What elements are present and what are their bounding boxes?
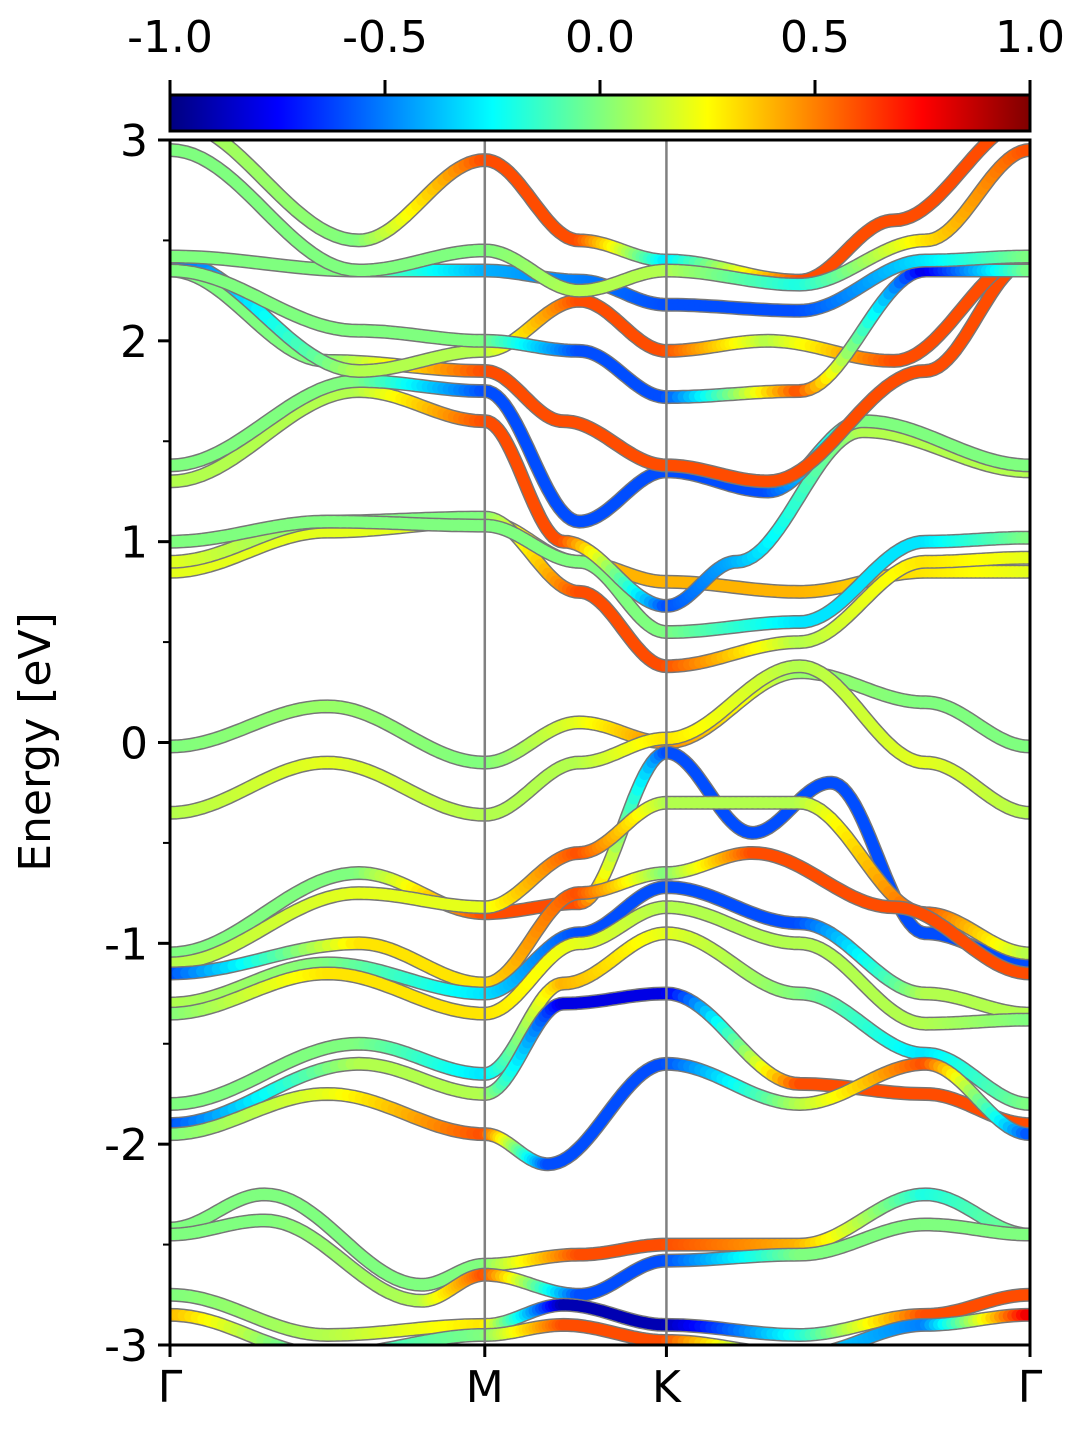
band-segment bbox=[360, 1352, 367, 1353]
band-segment bbox=[284, 1343, 294, 1345]
band-segment bbox=[734, 1343, 747, 1345]
band-segment bbox=[314, 1354, 321, 1355]
y-tick-label: 0 bbox=[120, 719, 148, 770]
band-segment bbox=[826, 1351, 831, 1352]
band-10 bbox=[170, 1056, 1030, 1172]
band-segment bbox=[815, 1353, 820, 1354]
x-tick-label: M bbox=[466, 1362, 504, 1413]
band-segment bbox=[810, 1354, 815, 1355]
band-segment bbox=[354, 1353, 361, 1354]
band-8 bbox=[170, 926, 1030, 1111]
band-segment bbox=[276, 1341, 292, 1345]
plot-area: 3 2 1 0 -1 -2 -3 Γ M K Γ bbox=[104, 116, 1043, 1413]
band-12 bbox=[170, 1213, 1030, 1308]
band-outline bbox=[208, 140, 1001, 288]
band-segment bbox=[766, 1353, 772, 1354]
band-segment bbox=[308, 1354, 315, 1355]
y-tick-label: -2 bbox=[104, 1120, 148, 1171]
band-9 bbox=[170, 986, 1030, 1132]
colorbar-tick-label: 1.0 bbox=[995, 12, 1065, 63]
band-segment bbox=[830, 1343, 840, 1345]
colorbar: -1.0 -0.5 0.0 0.5 1.0 bbox=[127, 12, 1065, 133]
band-segment bbox=[367, 1351, 374, 1352]
y-tick-label: -1 bbox=[104, 919, 148, 970]
band-segment bbox=[821, 1352, 826, 1353]
band-25 bbox=[170, 143, 1030, 298]
band-segment bbox=[772, 1354, 778, 1355]
band-segment bbox=[722, 1341, 738, 1345]
y-axis-label: Energy [eV] bbox=[10, 612, 61, 872]
band-segment bbox=[728, 1342, 743, 1345]
colorbar-tick-label: 0.5 bbox=[780, 12, 850, 63]
band-segment bbox=[382, 1342, 398, 1345]
band-segment bbox=[750, 1351, 756, 1352]
y-tick-label: 2 bbox=[120, 317, 148, 368]
band-22 bbox=[170, 263, 1030, 405]
colorbar-tick-label: 0.0 bbox=[565, 12, 635, 63]
band-18 bbox=[170, 384, 1030, 613]
band-4 bbox=[170, 795, 1030, 971]
x-tick-label: Γ bbox=[158, 1362, 183, 1413]
band-14 bbox=[170, 1307, 1030, 1355]
band-segment bbox=[301, 1352, 308, 1353]
band-17 bbox=[170, 514, 1030, 639]
band-segment bbox=[755, 1352, 761, 1353]
band-outline bbox=[170, 659, 1030, 822]
y-tick-label: 1 bbox=[120, 518, 148, 569]
band-24 bbox=[208, 140, 1001, 288]
band-7 bbox=[170, 900, 1030, 1031]
y-tick-label: 3 bbox=[120, 116, 148, 167]
x-tick-label: K bbox=[652, 1362, 682, 1413]
colorbar-gradient bbox=[168, 93, 1032, 133]
band-segment bbox=[210, 140, 223, 144]
band-2 bbox=[170, 659, 1030, 822]
band-11 bbox=[170, 1187, 1030, 1292]
band-19 bbox=[170, 374, 1030, 529]
band-segment bbox=[832, 1342, 847, 1345]
y-tick-label: -3 bbox=[104, 1321, 148, 1372]
x-tick-label: Γ bbox=[1018, 1362, 1043, 1413]
band-segment bbox=[347, 1354, 354, 1355]
colorbar-tick-label: -1.0 bbox=[127, 12, 213, 63]
band-segment bbox=[761, 1352, 767, 1353]
band-segment bbox=[295, 1351, 302, 1353]
band-segment bbox=[377, 1343, 391, 1345]
band-segment bbox=[741, 1344, 749, 1345]
colorbar-tick-label: -0.5 bbox=[342, 12, 428, 63]
band-segment bbox=[376, 1344, 383, 1345]
